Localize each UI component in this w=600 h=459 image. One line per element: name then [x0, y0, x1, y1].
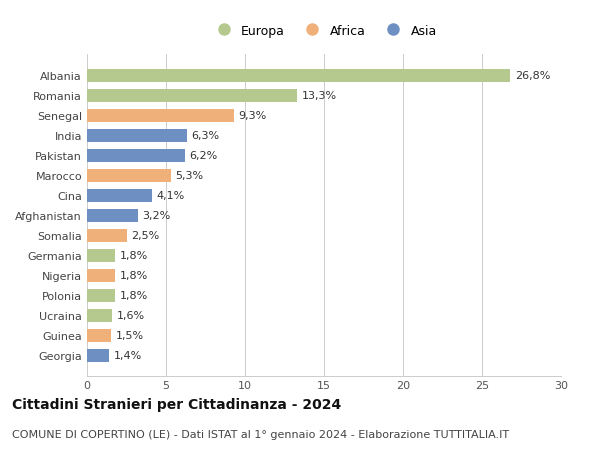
- Bar: [87, 229, 127, 242]
- Bar: [87, 349, 109, 362]
- Text: 26,8%: 26,8%: [515, 71, 551, 81]
- Bar: [87, 329, 111, 342]
- Bar: [87, 249, 115, 262]
- Bar: [87, 209, 137, 222]
- Text: 1,5%: 1,5%: [115, 330, 143, 340]
- Legend: Europa, Africa, Asia: Europa, Africa, Asia: [206, 20, 442, 43]
- Text: 2,5%: 2,5%: [131, 231, 160, 241]
- Bar: [87, 189, 152, 202]
- Text: 6,3%: 6,3%: [191, 131, 220, 141]
- Bar: [87, 129, 187, 142]
- Text: 1,4%: 1,4%: [114, 350, 142, 360]
- Text: 6,2%: 6,2%: [190, 151, 218, 161]
- Text: Cittadini Stranieri per Cittadinanza - 2024: Cittadini Stranieri per Cittadinanza - 2…: [12, 397, 341, 411]
- Bar: [87, 90, 297, 102]
- Text: 4,1%: 4,1%: [157, 191, 185, 201]
- Text: 13,3%: 13,3%: [302, 91, 337, 101]
- Text: 9,3%: 9,3%: [239, 111, 267, 121]
- Bar: [87, 269, 115, 282]
- Bar: [87, 169, 171, 182]
- Text: 1,8%: 1,8%: [120, 251, 148, 261]
- Bar: [87, 110, 234, 123]
- Text: 3,2%: 3,2%: [142, 211, 170, 221]
- Bar: [87, 309, 112, 322]
- Text: 5,3%: 5,3%: [175, 171, 203, 181]
- Bar: [87, 289, 115, 302]
- Text: 1,8%: 1,8%: [120, 270, 148, 280]
- Bar: [87, 70, 511, 83]
- Text: COMUNE DI COPERTINO (LE) - Dati ISTAT al 1° gennaio 2024 - Elaborazione TUTTITAL: COMUNE DI COPERTINO (LE) - Dati ISTAT al…: [12, 429, 509, 439]
- Bar: [87, 150, 185, 162]
- Text: 1,6%: 1,6%: [117, 310, 145, 320]
- Text: 1,8%: 1,8%: [120, 291, 148, 301]
